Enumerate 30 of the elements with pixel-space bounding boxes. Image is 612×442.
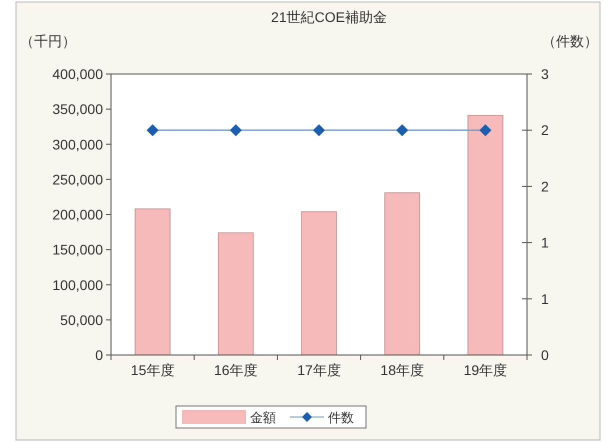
y2-tick-label: 1 [541, 290, 549, 307]
x-tick-label: 18年度 [380, 362, 424, 378]
y2-tick-label: 2 [541, 122, 549, 138]
x-tick-label: 15年度 [130, 362, 174, 378]
bar [218, 232, 254, 356]
y2-tick-label: 0 [541, 347, 549, 363]
y-tick-label: 400,000 [52, 66, 104, 82]
bar [134, 208, 170, 356]
y2-tick-label: 1 [541, 234, 549, 251]
y-tick-label: 0 [95, 347, 104, 363]
legend-label: 件数 [328, 410, 354, 425]
x-tick-label: 16年度 [214, 362, 258, 378]
bar [384, 192, 420, 356]
y2-tick-label: 2 [541, 178, 549, 194]
x-tick-label: 19年度 [464, 362, 508, 378]
legend-label: 金額 [250, 410, 276, 425]
y-tick-label: 300,000 [52, 136, 104, 152]
y2-axis-title: （件数） [542, 33, 598, 49]
y-tick-label: 50,000 [60, 312, 104, 328]
x-tick-label: 17年度 [297, 362, 341, 378]
bar [468, 115, 504, 356]
y-tick-label: 250,000 [52, 171, 104, 188]
y-tick-label: 200,000 [52, 206, 104, 222]
y-tick-label: 350,000 [52, 101, 104, 118]
chart-title: 21世紀COE補助金 [271, 9, 387, 25]
y2-tick-label: 3 [541, 66, 549, 82]
y-axis-title: （千円） [20, 33, 76, 49]
y-tick-label: 150,000 [52, 242, 104, 258]
y-tick-label: 100,000 [52, 276, 104, 293]
bar [301, 211, 337, 356]
